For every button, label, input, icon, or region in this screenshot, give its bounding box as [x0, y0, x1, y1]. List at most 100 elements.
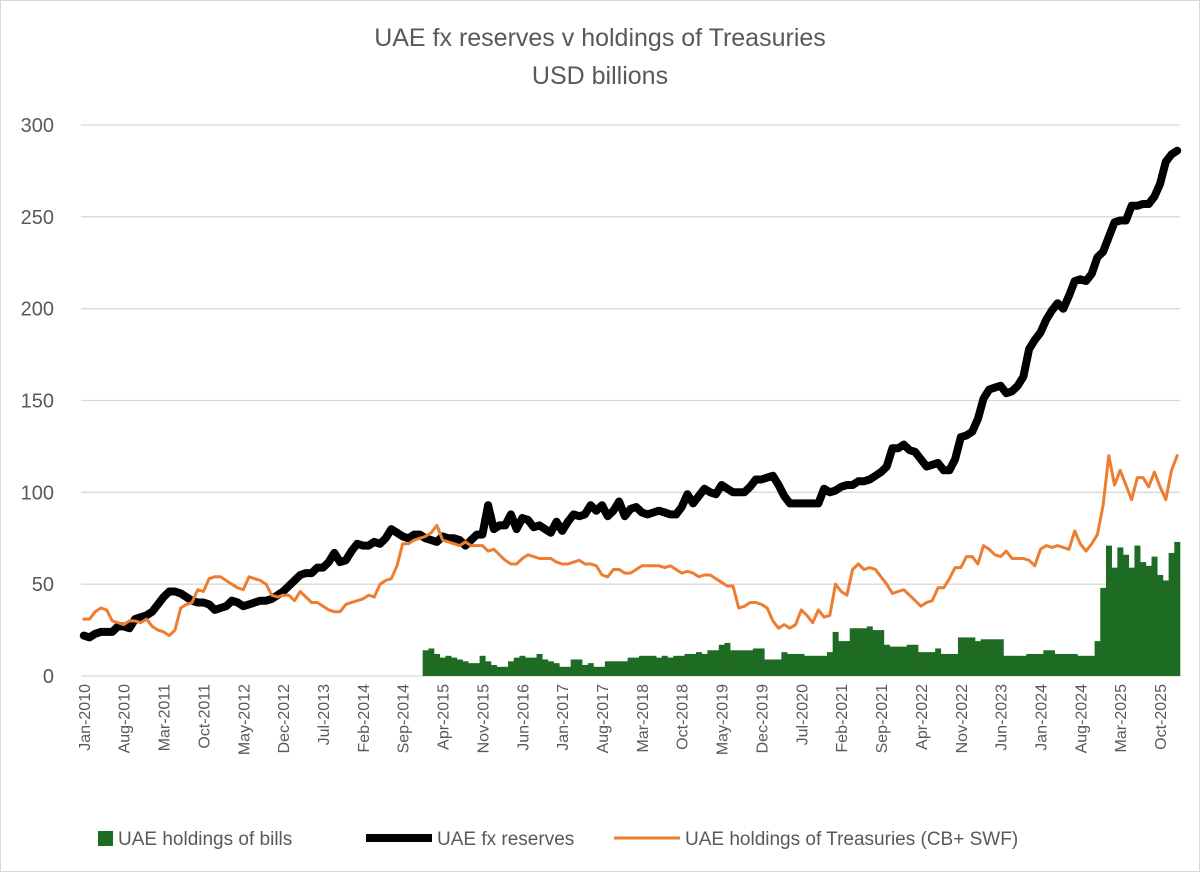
y-tick-label: 50 [32, 574, 54, 596]
bar-bills [1094, 641, 1101, 676]
bar-bills [1031, 653, 1038, 676]
bar-bills [718, 644, 725, 676]
bar-bills [906, 644, 913, 676]
bar-bills [770, 659, 777, 676]
bar-bills [815, 655, 822, 676]
line-treasuries [82, 454, 1179, 638]
x-tick-label: Jan-2024 [1033, 684, 1050, 751]
bar-bills [485, 661, 492, 676]
bar-bills [570, 659, 577, 676]
x-tick-label: Mar-2025 [1113, 684, 1130, 753]
bar-bills [1117, 547, 1124, 676]
bar-bills [997, 639, 1004, 676]
x-tick-label: Jan-2017 [555, 684, 572, 751]
bar-bills [599, 666, 606, 676]
bar-bills [565, 666, 572, 676]
bar-bills [992, 639, 999, 676]
bar-bills [661, 655, 668, 676]
bar-bills [667, 657, 674, 676]
y-tick-label: 0 [43, 666, 54, 688]
bar-bills [678, 655, 685, 676]
bar-bills [1077, 655, 1084, 676]
chart-title: UAE fx reserves v holdings of Treasuries [374, 24, 826, 52]
bar-bills [673, 655, 680, 676]
bar-bills [889, 646, 896, 676]
bar-bills [1123, 554, 1130, 676]
bar-bills [428, 648, 435, 676]
bar-bills [701, 653, 708, 676]
bar-bills [1049, 650, 1056, 676]
bar-bills [975, 641, 981, 676]
bar-bills [707, 650, 714, 676]
bar-bills [690, 653, 697, 676]
bar-bills [593, 666, 600, 676]
bar-bills [741, 650, 748, 676]
x-tick-label: Oct-2025 [1153, 684, 1170, 750]
bar-bills [986, 639, 993, 676]
bar-bills [473, 663, 480, 676]
bar-bills [639, 655, 646, 676]
y-tick-label: 150 [21, 391, 54, 413]
x-tick-label: Sep-2021 [874, 684, 891, 753]
x-tick-label: Feb-2021 [834, 684, 851, 753]
bar-bills [656, 657, 663, 676]
bar-bills [1111, 567, 1118, 676]
bar-bills [918, 652, 925, 676]
bar-bills [1168, 552, 1175, 676]
bar-bills [502, 666, 509, 676]
bar-bills [1105, 545, 1112, 676]
bar-bills [439, 657, 446, 676]
legend-swatch-bills [98, 831, 113, 846]
chart-subtitle: USD billions [532, 62, 668, 90]
bar-bills [1054, 653, 1061, 676]
bar-bills [604, 661, 611, 676]
bar-bills [1157, 574, 1164, 676]
bar-bills [536, 653, 543, 676]
bar-bills [1060, 653, 1067, 676]
bar-bills [530, 657, 537, 676]
x-tick-label: Dec-2012 [276, 684, 293, 753]
bar-bills [525, 657, 532, 676]
bar-bills [513, 657, 520, 676]
bar-bills [559, 666, 566, 676]
bar-bills [872, 630, 879, 676]
bar-bills [490, 664, 497, 676]
bar-bills [912, 644, 919, 676]
y-tick-label: 100 [21, 482, 54, 504]
bar-bills [866, 626, 873, 676]
x-tick-label: Nov-2022 [954, 684, 971, 753]
x-tick-label: Jan-2010 [77, 684, 94, 751]
bar-bills [787, 653, 794, 676]
y-tick-label: 200 [21, 299, 54, 321]
x-tick-label: Sep-2014 [396, 684, 413, 753]
bar-bills [878, 630, 885, 676]
bar-bills [1003, 655, 1010, 676]
bar-bills [781, 652, 788, 676]
x-tick-label: Oct-2018 [675, 684, 692, 750]
bar-bills [980, 639, 987, 676]
bar-bills [456, 659, 463, 676]
x-tick-label: Jul-2020 [794, 684, 811, 745]
x-tick-label: Aug-2017 [595, 684, 612, 753]
legend-label-treasuries: UAE holdings of Treasuries (CB+ SWF) [685, 829, 1018, 850]
legend-label-bills: UAE holdings of bills [118, 829, 292, 850]
bar-bills [479, 655, 486, 676]
x-tick-label: Jun-2023 [994, 684, 1011, 751]
x-tick-label: Aug-2024 [1073, 684, 1090, 753]
bar-bills [519, 655, 526, 676]
bar-bills [1151, 556, 1158, 676]
bar-bills [752, 648, 759, 676]
bar-bills [900, 646, 907, 676]
bar-bills [940, 653, 947, 676]
bar-bills [1083, 655, 1090, 676]
x-tick-label: Nov-2015 [475, 684, 492, 753]
bar-bills [849, 628, 856, 676]
bar-bills [838, 641, 845, 676]
legend: UAE holdings of bills UAE fx reserves UA… [98, 829, 1018, 850]
y-tick-label: 300 [21, 115, 54, 137]
bar-bills [1145, 565, 1152, 676]
bar-bills [963, 637, 970, 676]
bar-bills [468, 663, 475, 676]
bar-bills [923, 652, 930, 676]
